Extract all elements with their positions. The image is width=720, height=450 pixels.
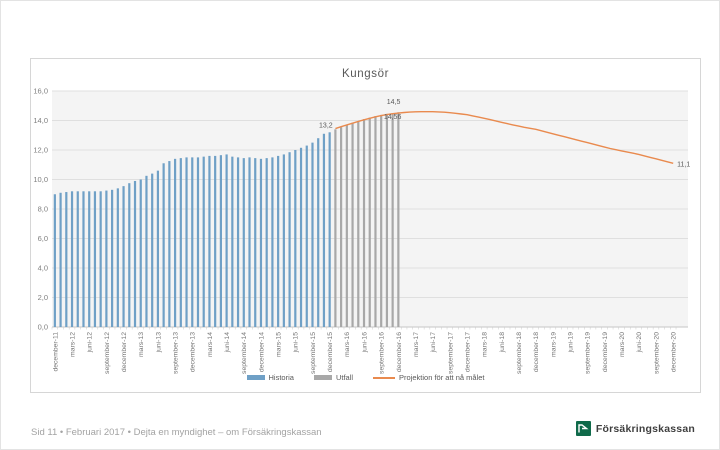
svg-text:mars-15: mars-15 [276, 332, 283, 357]
svg-text:13,2: 13,2 [319, 122, 333, 129]
svg-text:december-13: december-13 [190, 332, 197, 372]
svg-text:14,0: 14,0 [33, 116, 48, 125]
svg-text:september-17: september-17 [447, 332, 454, 374]
bars-historia [53, 132, 331, 327]
chart-title: Kungsör [341, 68, 390, 80]
projection-line [335, 111, 674, 164]
svg-text:september-16: september-16 [379, 332, 386, 374]
x-axis-ticks [51, 327, 677, 330]
svg-text:4,0: 4,0 [38, 264, 48, 273]
svg-text:juni-13: juni-13 [155, 332, 162, 354]
svg-text:mars-19: mars-19 [550, 332, 557, 357]
svg-text:12,0: 12,0 [33, 146, 48, 155]
legend-label: Utfall [335, 373, 354, 382]
legend-swatch [373, 376, 396, 379]
svg-text:september-15: september-15 [310, 332, 317, 374]
svg-text:11,1: 11,1 [677, 161, 690, 168]
svg-text:december-17: december-17 [464, 332, 471, 372]
svg-text:juni-15: juni-15 [293, 332, 300, 354]
svg-text:september-18: september-18 [516, 332, 523, 374]
svg-text:september-13: september-13 [172, 332, 179, 374]
svg-text:6,0: 6,0 [38, 234, 48, 243]
svg-text:mars-12: mars-12 [69, 332, 76, 357]
slide-footer: Sid 11 • Februari 2017 • Dejta en myndig… [31, 427, 322, 438]
logo-flag-glyph [578, 424, 589, 433]
legend-item-projektion-f-r-att-n-m-let: Projektion för att nå målet [373, 373, 485, 382]
svg-text:december-11: december-11 [52, 332, 59, 372]
svg-text:september-19: september-19 [585, 332, 592, 374]
svg-text:september-12: september-12 [104, 332, 111, 374]
svg-text:juni-14: juni-14 [224, 332, 231, 354]
svg-text:mars-14: mars-14 [207, 332, 214, 357]
x-axis-labels: december-11 mars-12 juni-12 september-12 dec… [52, 332, 677, 374]
legend-label: Projektion för att nå målet [399, 373, 485, 382]
data-labels: 13,2 14,5 14,56 11,1 [319, 99, 690, 168]
legend-label: Historia [268, 373, 294, 382]
svg-text:mars-16: mars-16 [344, 332, 351, 357]
chart-container: 0,0 2,0 4,0 6,0 8,0 10,0 12,0 14,0 16,0 december-… [30, 58, 701, 393]
svg-text:december-12: december-12 [121, 332, 128, 372]
svg-text:september-14: september-14 [241, 332, 248, 374]
y-axis-labels: 0,0 2,0 4,0 6,0 8,0 10,0 12,0 14,0 16,0 [33, 87, 48, 332]
svg-text:mars-13: mars-13 [138, 332, 145, 357]
forsakringskassan-logo-text: Försäkringskassan [595, 422, 695, 435]
svg-text:september-20: september-20 [653, 332, 660, 374]
svg-text:8,0: 8,0 [38, 205, 48, 214]
legend-item-utfall: Utfall [313, 373, 354, 382]
legend-swatch [313, 375, 332, 380]
svg-text:december-20: december-20 [671, 332, 678, 372]
svg-text:december-19: december-19 [602, 332, 609, 372]
svg-text:mars-20: mars-20 [619, 332, 626, 357]
svg-text:16,0: 16,0 [33, 87, 48, 96]
svg-text:juni-12: juni-12 [87, 332, 94, 354]
svg-text:december-15: december-15 [327, 332, 334, 372]
svg-text:mars-18: mars-18 [482, 332, 489, 357]
svg-text:10,0: 10,0 [33, 175, 48, 184]
chart-legend: Historia Utfall Projektion för att nå måle… [31, 373, 700, 382]
svg-text:mars-17: mars-17 [413, 332, 420, 357]
svg-text:14,56: 14,56 [384, 114, 402, 121]
bars-utfall [334, 112, 400, 328]
svg-text:2,0: 2,0 [38, 293, 48, 302]
svg-text:juni-20: juni-20 [636, 332, 643, 354]
chart-svg: 0,0 2,0 4,0 6,0 8,0 10,0 12,0 14,0 16,0 december-… [33, 87, 690, 374]
forsakringskassan-logo: Försäkringskassan [575, 421, 695, 436]
svg-text:december-18: december-18 [533, 332, 540, 372]
svg-text:0,0: 0,0 [38, 323, 48, 332]
svg-text:juni-16: juni-16 [361, 332, 368, 354]
legend-swatch [246, 375, 265, 380]
svg-text:december-16: december-16 [396, 332, 403, 372]
forsakringskassan-logo-icon [575, 421, 591, 436]
svg-text:juni-18: juni-18 [499, 332, 506, 354]
svg-text:december-14: december-14 [258, 332, 265, 372]
svg-text:juni-19: juni-19 [568, 332, 575, 354]
legend-item-historia: Historia [246, 373, 294, 382]
svg-text:juni-17: juni-17 [430, 332, 437, 354]
svg-text:14,5: 14,5 [387, 99, 401, 106]
